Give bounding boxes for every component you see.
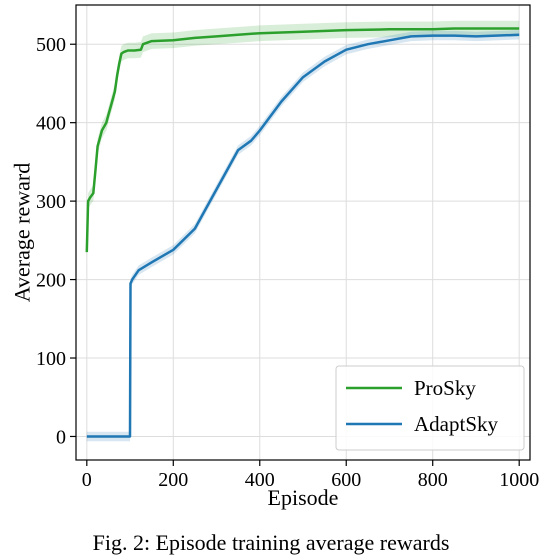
axis-ticks: 0 200 400 600 800 1000 0 100 200 300 400 500 xyxy=(36,34,539,491)
legend-label-adaptsky: AdaptSky xyxy=(414,412,499,436)
x-tick-label: 400 xyxy=(245,469,275,491)
x-tick-label: 1000 xyxy=(499,469,539,491)
y-tick-label: 200 xyxy=(36,270,66,292)
x-tick-label: 600 xyxy=(331,469,361,491)
series-lines xyxy=(85,27,520,438)
confidence-bands xyxy=(86,20,520,442)
plot-frame xyxy=(75,4,531,461)
y-tick-label: 100 xyxy=(36,348,66,370)
line-prosky xyxy=(85,27,520,253)
legend: ProSky AdaptSky xyxy=(335,365,525,451)
x-tick-label: 0 xyxy=(82,469,92,491)
grid-lines xyxy=(76,5,530,460)
y-tick-label: 500 xyxy=(36,34,66,56)
x-tick-label: 200 xyxy=(158,469,188,491)
x-tick-label: 800 xyxy=(418,469,448,491)
y-tick-label: 0 xyxy=(56,426,66,448)
y-axis-label: Average reward xyxy=(10,163,35,302)
band-prosky xyxy=(86,20,520,261)
legend-label-prosky: ProSky xyxy=(414,376,476,400)
line-adaptsky xyxy=(86,33,520,438)
x-axis-label: Episode xyxy=(268,485,339,510)
y-tick-label: 300 xyxy=(36,191,66,213)
figure-caption: Fig. 2: Episode training average rewards xyxy=(92,530,450,555)
y-tick-label: 400 xyxy=(36,113,66,135)
